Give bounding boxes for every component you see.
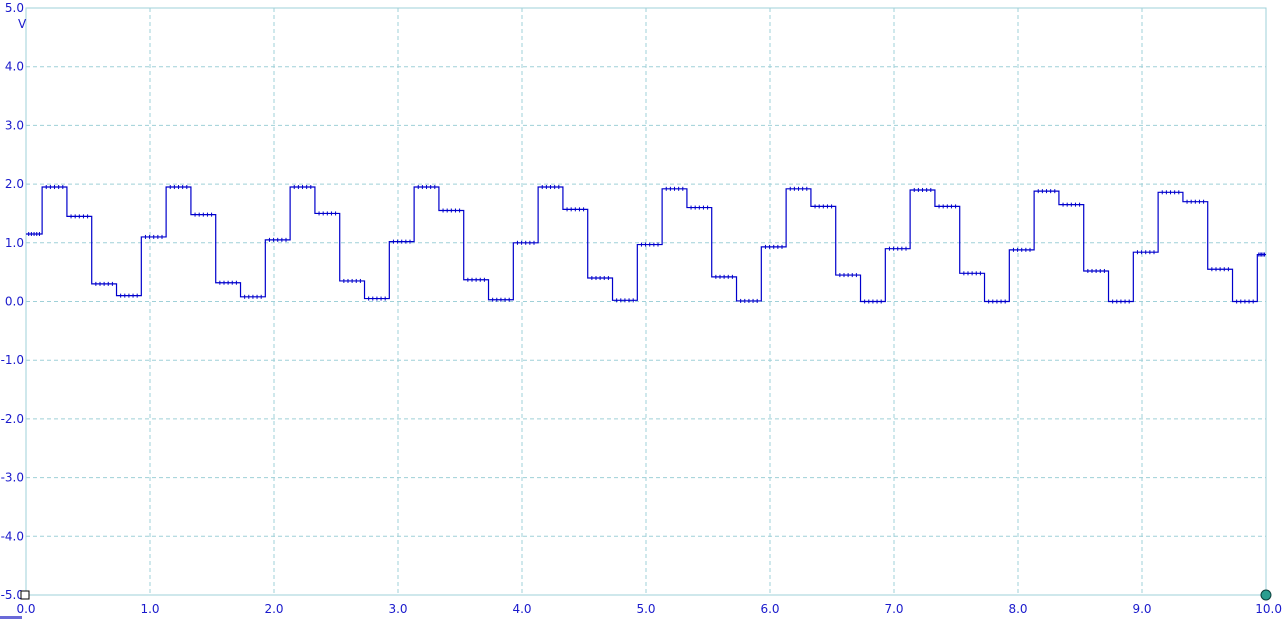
scroll-indicator[interactable] — [0, 616, 22, 619]
y-tick-label: -1.0 — [1, 353, 24, 367]
x-tick-label: 1.0 — [140, 602, 159, 616]
right-marker-handle[interactable] — [1260, 589, 1272, 601]
x-tick-label: 3.0 — [388, 602, 407, 616]
x-tick-labels: 0.0 1.0 2.0 3.0 4.0 5.0 6.0 7.0 8.0 9.0 10.0 — [16, 602, 1282, 616]
y-tick-labels: 5.0 4.0 3.0 2.0 1.0 0.0 -1.0 -2.0 -3.0 -4.0 -5.0 — [1, 1, 24, 602]
left-marker-handle[interactable] — [20, 590, 30, 600]
x-tick-label: 4.0 — [512, 602, 531, 616]
x-tick-label: 10.0 — [1255, 602, 1282, 616]
y-tick-label: -2.0 — [1, 412, 24, 426]
trace-layer — [26, 185, 1266, 304]
y-tick-label: -5.0 — [1, 588, 24, 602]
x-tick-label: 0.0 — [16, 602, 35, 616]
x-tick-label: 8.0 — [1008, 602, 1027, 616]
y-tick-label: 2.0 — [5, 177, 24, 191]
x-tick-label: 6.0 — [760, 602, 779, 616]
x-tick-label: 9.0 — [1132, 602, 1151, 616]
y-tick-label: 3.0 — [5, 118, 24, 132]
y-tick-label: 1.0 — [5, 236, 24, 250]
y-tick-label: -4.0 — [1, 529, 24, 543]
y-axis-unit-label: V — [18, 17, 27, 31]
y-tick-label: 4.0 — [5, 60, 24, 74]
grid-layer — [25, 7, 1267, 596]
y-tick-label: -3.0 — [1, 471, 24, 485]
x-tick-label: 7.0 — [884, 602, 903, 616]
x-tick-label: 5.0 — [636, 602, 655, 616]
x-tick-label: 2.0 — [264, 602, 283, 616]
y-tick-label: 5.0 — [5, 1, 24, 15]
y-tick-label: 0.0 — [5, 295, 24, 309]
